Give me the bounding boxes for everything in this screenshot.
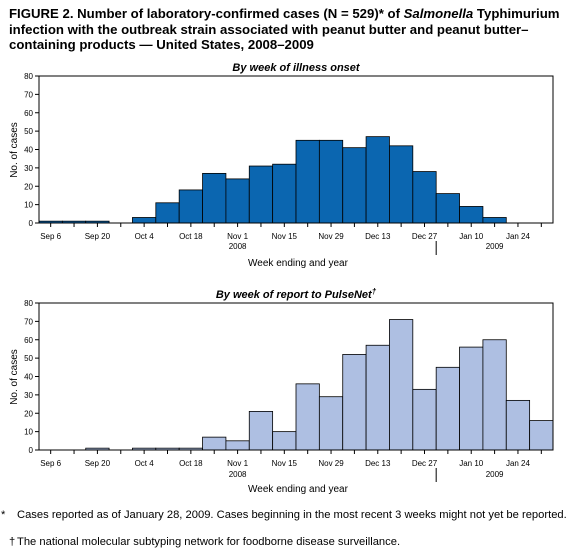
- bar-jan-10: [459, 346, 484, 451]
- chart-1: By week of illness onset 0 10 20 30 40 50 60 70 8…: [9, 62, 554, 269]
- bar-nov-15: [272, 163, 297, 224]
- bar-jan-10: [459, 206, 484, 224]
- y-axis-label: No. of cases: [9, 122, 20, 178]
- bar-dec-13: [365, 344, 390, 451]
- bar-jan-3: [435, 366, 460, 451]
- bar-jan-3: [435, 193, 460, 224]
- x-tick-label: Dec 13: [365, 232, 391, 241]
- y-tick-label: 80: [24, 299, 33, 308]
- year-label-2008: 2008: [229, 242, 247, 251]
- x-tick-label: Nov 1: [227, 459, 248, 468]
- x-tick-label: Oct 4: [135, 232, 155, 241]
- year-label-2009: 2009: [486, 470, 504, 479]
- bar-nov-8: [248, 411, 274, 451]
- x-tick-label: Dec 27: [412, 459, 438, 468]
- y-tick-label: 0: [29, 446, 34, 455]
- bar-nov-8: [248, 165, 274, 224]
- chart-subtitle: By week of report to PulseNet†: [216, 287, 377, 301]
- x-tick-label: Nov 29: [318, 459, 344, 468]
- bar-oct-4: [132, 217, 157, 224]
- bar-nov-22: [295, 139, 320, 224]
- bar-oct-18: [178, 189, 203, 224]
- title-prefix: FIGURE 2. Number of laboratory-confirmed…: [9, 6, 404, 21]
- bar-dec-27: [412, 388, 437, 451]
- y-tick-label: 40: [24, 146, 33, 155]
- chart-subtitle: By week of illness onset: [232, 62, 360, 74]
- year-label-2008: 2008: [229, 470, 247, 479]
- bar-nov-29: [318, 396, 344, 451]
- footnote-dagger-text: The national molecular subtyping network…: [17, 536, 401, 548]
- bar-dec-6: [342, 147, 367, 224]
- bar-dec-6: [342, 354, 367, 451]
- bar-nov-22: [295, 383, 320, 451]
- y-tick-label: 20: [24, 182, 33, 191]
- figure-title: FIGURE 2. Number of laboratory-confirmed…: [9, 6, 565, 53]
- y-tick-label: 50: [24, 127, 33, 136]
- x-tick-label: Nov 1: [227, 232, 248, 241]
- x-axis-label: Week ending and year: [248, 258, 349, 269]
- bar-oct-25: [202, 172, 227, 224]
- y-tick-label: 40: [24, 373, 33, 382]
- y-tick-label: 80: [24, 72, 33, 81]
- y-tick-label: 70: [24, 90, 33, 99]
- bar-nov-15: [272, 431, 297, 451]
- footnote-cases-reported: * Cases reported as of January 28, 2009. …: [1, 509, 573, 523]
- x-tick-label: Sep 6: [40, 459, 61, 468]
- x-tick-label: Oct 4: [135, 459, 155, 468]
- y-tick-label: 10: [24, 201, 33, 210]
- y-tick-label: 70: [24, 317, 33, 326]
- title-suffix: Typhimurium infection with the outbreak …: [9, 6, 560, 52]
- y-tick-label: 0: [29, 219, 34, 228]
- y-tick-label: 10: [24, 428, 33, 437]
- bar-dec-27: [412, 171, 437, 224]
- bar-oct-11: [155, 202, 180, 224]
- bar-dec-20: [389, 145, 414, 224]
- x-tick-label: Nov 15: [272, 232, 298, 241]
- x-tick-label: Jan 24: [506, 459, 531, 468]
- x-tick-label: Jan 10: [459, 459, 484, 468]
- x-tick-label: Nov 15: [272, 459, 298, 468]
- bar-nov-29: [318, 139, 344, 224]
- x-tick-label: Nov 29: [318, 232, 344, 241]
- x-tick-label: Dec 13: [365, 459, 391, 468]
- footnote-star-marker: *: [1, 509, 6, 521]
- y-tick-label: 60: [24, 109, 33, 118]
- x-tick-label: Sep 20: [85, 232, 111, 241]
- x-tick-label: Oct 18: [179, 459, 203, 468]
- footnote-star-text: Cases reported as of January 28, 2009. C…: [17, 509, 567, 521]
- bar-nov-1: [225, 440, 250, 451]
- x-tick-label: Oct 18: [179, 232, 203, 241]
- x-axis-label: Week ending and year: [248, 484, 349, 495]
- year-label-2009: 2009: [486, 242, 504, 251]
- chart-2: By week of report to PulseNet† 0 10 20 30 40 5…: [9, 287, 554, 495]
- bar-jan-31: [529, 420, 554, 451]
- title-italic: Salmonella: [403, 6, 474, 21]
- y-tick-label: 60: [24, 336, 33, 345]
- x-tick-label: Dec 27: [412, 232, 438, 241]
- x-tick-label: Sep 6: [40, 232, 61, 241]
- footnote-dagger-marker: †: [9, 536, 16, 548]
- x-tick-label: Jan 24: [506, 232, 531, 241]
- x-tick-label: Jan 10: [459, 232, 484, 241]
- bar-jan-17: [482, 339, 507, 451]
- subtitle-dagger-mark: †: [372, 287, 377, 296]
- bar-jan-24: [505, 399, 531, 451]
- y-axis-label: No. of cases: [9, 349, 20, 405]
- y-tick-label: 50: [24, 354, 33, 363]
- bar-dec-13: [365, 136, 390, 224]
- y-tick-label: 30: [24, 164, 33, 173]
- bar-oct-25: [202, 436, 227, 451]
- bar-nov-1: [225, 178, 250, 224]
- bar-dec-20: [389, 319, 414, 451]
- bar-jan-17: [482, 217, 507, 224]
- y-tick-label: 20: [24, 409, 33, 418]
- x-tick-label: Sep 20: [85, 459, 111, 468]
- footnote-pulsenet: † The national molecular subtyping networ…: [9, 536, 400, 550]
- y-tick-label: 30: [24, 391, 33, 400]
